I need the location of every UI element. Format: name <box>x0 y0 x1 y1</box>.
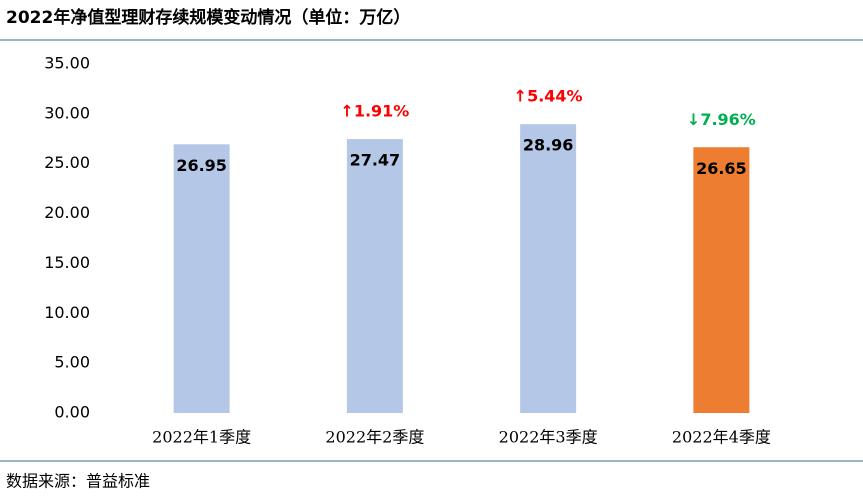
bar <box>173 144 230 413</box>
y-tick-label: 30.00 <box>44 103 90 122</box>
y-tick-label: 0.00 <box>54 403 90 422</box>
value-label: 27.47 <box>350 151 401 170</box>
change-annotation: ↓7.96% <box>687 110 756 129</box>
x-tick-label: 2022年3季度 <box>499 428 598 447</box>
y-tick-label: 35.00 <box>44 54 90 73</box>
y-tick-label: 10.00 <box>44 303 90 322</box>
change-annotation: ↑1.91% <box>340 102 409 121</box>
change-annotation: ↑5.44% <box>514 87 583 106</box>
bar <box>520 124 577 414</box>
chart-title: 2022年净值型理财存续规模变动情况（单位：万亿） <box>6 7 410 28</box>
y-tick-label: 20.00 <box>44 203 90 222</box>
y-tick-label: 25.00 <box>44 153 90 172</box>
source: 数据来源：普益标准 <box>6 472 150 491</box>
value-label: 28.96 <box>523 136 574 155</box>
x-tick-label: 2022年1季度 <box>152 428 251 447</box>
y-tick-label: 15.00 <box>44 253 90 272</box>
value-label: 26.95 <box>176 156 227 175</box>
bar <box>693 147 750 414</box>
y-tick-label: 5.00 <box>54 353 90 372</box>
bar <box>346 139 403 414</box>
x-tick-label: 2022年4季度 <box>672 428 771 447</box>
value-label: 26.65 <box>696 159 747 178</box>
x-tick-label: 2022年2季度 <box>325 428 424 447</box>
